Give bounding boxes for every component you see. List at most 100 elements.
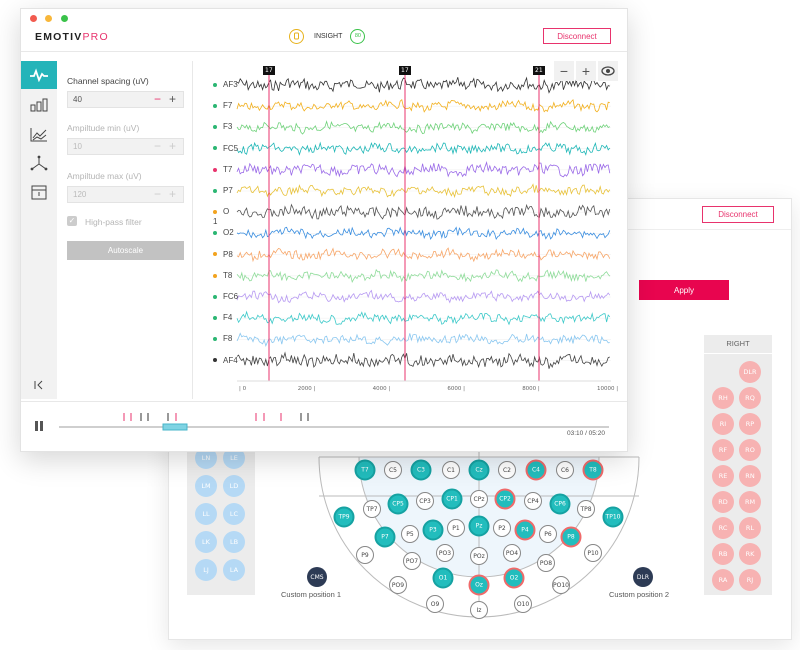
electrode-p10[interactable]: P10 — [584, 544, 602, 562]
electrode-cp1[interactable]: CP1 — [441, 488, 463, 510]
amp-min-increment[interactable]: + — [169, 139, 177, 153]
electrode-tp7[interactable]: TP7 — [363, 500, 381, 518]
right-chip-rd[interactable]: RD — [712, 491, 734, 513]
channel-label-p8[interactable]: P8 — [213, 250, 233, 260]
back-disconnect-button[interactable]: Disconnect — [702, 206, 774, 223]
left-chip-la[interactable]: LA — [223, 559, 245, 581]
electrode-cp5[interactable]: CP5 — [387, 493, 409, 515]
electrode-cp3[interactable]: CP3 — [416, 492, 434, 510]
right-chip-rq[interactable]: RQ — [739, 387, 761, 409]
zoom-in-button[interactable]: + — [576, 61, 596, 81]
timeline-playhead[interactable] — [162, 423, 188, 431]
channel-label-t8[interactable]: T8 — [213, 271, 232, 281]
left-chip-lc[interactable]: LC — [223, 503, 245, 525]
left-chip-lk[interactable]: LK — [195, 531, 217, 553]
electrode-po8[interactable]: PO8 — [537, 554, 555, 572]
left-chip-le[interactable]: LE — [223, 447, 245, 469]
left-chip-lb[interactable]: LB — [223, 531, 245, 553]
channel-label-o2[interactable]: O2 — [213, 228, 234, 238]
cms-chip[interactable]: CMS — [307, 567, 327, 587]
electrode-po9[interactable]: PO9 — [389, 576, 407, 594]
electrode-p1[interactable]: P1 — [447, 519, 465, 537]
amp-min-decrement[interactable]: − — [154, 139, 162, 153]
channel-label-f7[interactable]: F7 — [213, 101, 232, 111]
electrode-t7[interactable]: T7 — [354, 459, 376, 481]
electrode-pz[interactable]: Pz — [468, 515, 490, 537]
electrode-p3[interactable]: P3 — [422, 519, 444, 541]
right-chip-rb[interactable]: RB — [712, 543, 734, 565]
channel-label-af4[interactable]: AF4 — [213, 356, 238, 366]
electrode-cp2[interactable]: CP2 — [494, 488, 516, 510]
electrode-c2[interactable]: C2 — [498, 461, 516, 479]
apply-button[interactable]: Apply — [639, 280, 729, 300]
right-chip-rp[interactable]: RP — [739, 413, 761, 435]
right-chip-rj[interactable]: RJ — [739, 569, 761, 591]
electrode-o10[interactable]: O10 — [514, 595, 532, 613]
electrode-iz[interactable]: Iz — [470, 601, 488, 619]
right-chip-ro[interactable]: RO — [739, 439, 761, 461]
left-chip-ln[interactable]: LN — [195, 447, 217, 469]
sidebar-item-motion[interactable] — [21, 149, 57, 177]
electrode-c3[interactable]: C3 — [410, 459, 432, 481]
disconnect-button[interactable]: Disconnect — [543, 28, 611, 44]
right-chip-rn[interactable]: RN — [739, 465, 761, 487]
channel-label-t7[interactable]: T7 — [213, 165, 232, 175]
electrode-cz[interactable]: Cz — [468, 459, 490, 481]
electrode-cp6[interactable]: CP6 — [549, 493, 571, 515]
electrode-p9[interactable]: P9 — [356, 546, 374, 564]
collapse-sidebar-icon[interactable] — [21, 371, 57, 399]
right-chip-rm[interactable]: RM — [739, 491, 761, 513]
amp-min-input[interactable]: 10 — [67, 138, 184, 155]
electrode-t8[interactable]: T8 — [582, 459, 604, 481]
electrode-p8[interactable]: P8 — [560, 526, 582, 548]
left-chip-ld[interactable]: LD — [223, 475, 245, 497]
drl-chip[interactable]: DLR — [633, 567, 653, 587]
event-marker-label[interactable]: 17 — [399, 66, 411, 75]
right-chip-re[interactable]: RE — [712, 465, 734, 487]
left-chip-lj[interactable]: LJ — [195, 559, 217, 581]
electrode-cpz[interactable]: CPz — [470, 490, 488, 508]
electrode-po3[interactable]: PO3 — [436, 544, 454, 562]
electrode-p6[interactable]: P6 — [539, 525, 557, 543]
channel-spacing-increment[interactable]: + — [169, 92, 177, 106]
electrode-cp4[interactable]: CP4 — [524, 492, 542, 510]
sidebar-item-band-power[interactable] — [21, 91, 57, 119]
event-marker-label[interactable]: 21 — [533, 66, 545, 75]
electrode-tp8[interactable]: TP8 — [577, 500, 595, 518]
toggle-visibility-button[interactable] — [598, 61, 618, 81]
electrode-poz[interactable]: POz — [470, 547, 488, 565]
channel-label-af3[interactable]: AF3 — [213, 80, 238, 90]
channel-label-fc5[interactable]: FC5 — [213, 144, 238, 154]
autoscale-button[interactable]: Autoscale — [67, 241, 184, 260]
electrode-tp10[interactable]: TP10 — [602, 506, 624, 528]
right-chip-rf[interactable]: RF — [712, 439, 734, 461]
right-chip-ri[interactable]: RI — [712, 413, 734, 435]
right-chip-rc[interactable]: RC — [712, 517, 734, 539]
right-chip-rh[interactable]: RH — [712, 387, 734, 409]
electrode-o2[interactable]: O2 — [503, 567, 525, 589]
amp-max-input[interactable]: 120 — [67, 186, 184, 203]
sidebar-item-performance[interactable] — [21, 120, 57, 148]
electrode-c4[interactable]: C4 — [525, 459, 547, 481]
electrode-p5[interactable]: P5 — [401, 525, 419, 543]
amp-max-increment[interactable]: + — [169, 187, 177, 201]
electrode-c5[interactable]: C5 — [384, 461, 402, 479]
right-chip-rl[interactable]: RL — [739, 517, 761, 539]
electrode-c1[interactable]: C1 — [442, 461, 460, 479]
right-chip-ra[interactable]: RA — [712, 569, 734, 591]
channel-label-f8[interactable]: F8 — [213, 334, 232, 344]
close-window-dot[interactable] — [30, 15, 37, 22]
channel-label-o1[interactable]: O 1 — [213, 207, 229, 227]
electrode-p2[interactable]: P2 — [493, 519, 511, 537]
channel-label-f3[interactable]: F3 — [213, 122, 232, 132]
electrode-po7[interactable]: PO7 — [403, 552, 421, 570]
electrode-p7[interactable]: P7 — [374, 526, 396, 548]
amp-max-decrement[interactable]: − — [154, 187, 162, 201]
channel-spacing-decrement[interactable]: − — [154, 92, 162, 106]
channel-label-fc6[interactable]: FC6 — [213, 292, 238, 302]
electrode-po10[interactable]: PO10 — [552, 576, 570, 594]
sidebar-item-raw-eeg[interactable] — [21, 61, 57, 89]
left-chip-ll[interactable]: LL — [195, 503, 217, 525]
electrode-p4[interactable]: P4 — [514, 519, 536, 541]
pause-button[interactable] — [33, 419, 45, 431]
